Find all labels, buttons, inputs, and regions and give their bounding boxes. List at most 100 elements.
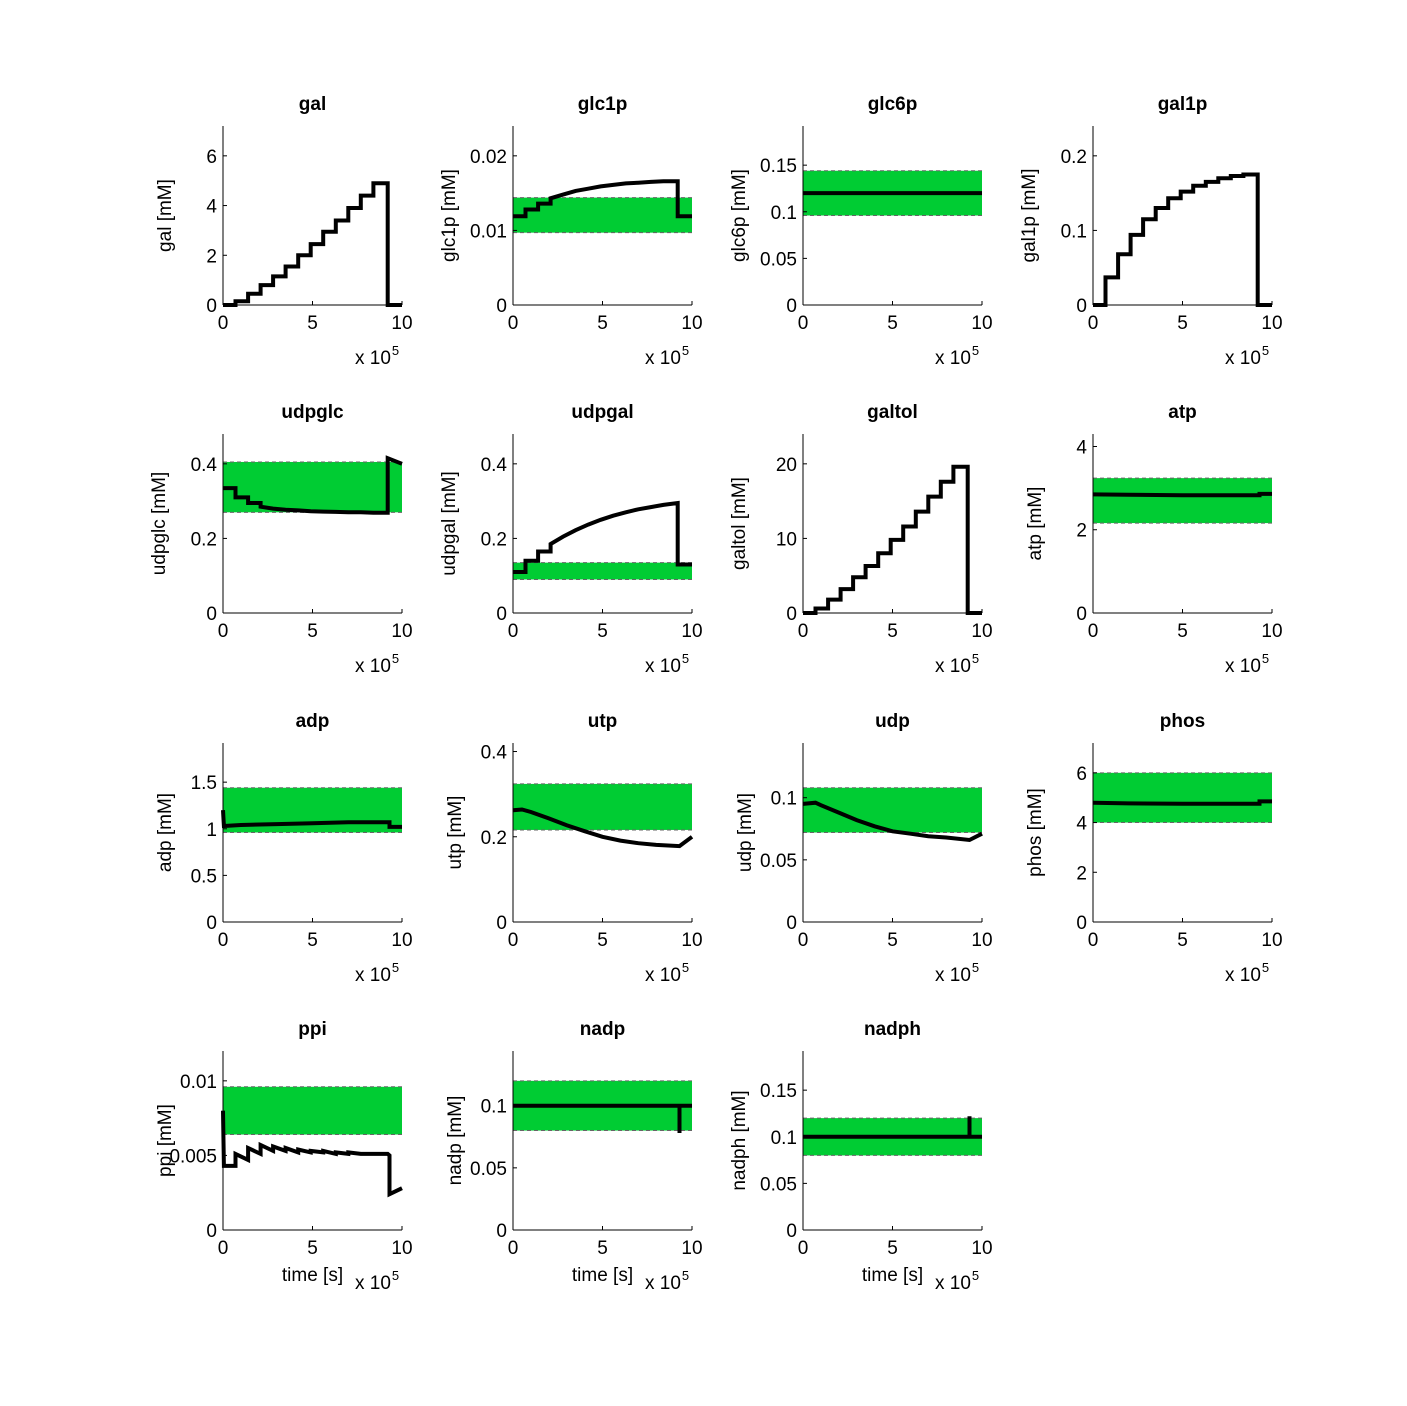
x-tick-label: 10 — [681, 621, 702, 642]
x-tick-label: 0 — [508, 313, 519, 334]
x-tick-label: 5 — [307, 621, 318, 642]
y-tick-label: 0.05 — [760, 249, 797, 270]
subplot-glc1p: 0 5 10 0 0.01 0.02 glc1p glc1p [mM] x 105 — [439, 94, 703, 369]
subplot-adp: 0 5 10 0 0.5 1 1.5 adp adp [mM] x 105 — [155, 711, 413, 986]
y-tick-label: 0.15 — [760, 1081, 797, 1102]
x-tick-label: 10 — [971, 930, 992, 951]
subplot-phos: 0 5 10 0 2 4 6 phos phos [mM] x 105 — [1025, 711, 1283, 986]
y-tick-label: 6 — [1076, 764, 1087, 785]
y-tick-label: 0.1 — [771, 203, 797, 224]
y-tick-label: 0.1 — [481, 1097, 507, 1118]
x-tick-label: 5 — [887, 1238, 898, 1259]
y-tick-label: 0 — [1076, 604, 1087, 625]
y-tick-label: 4 — [1076, 814, 1087, 835]
y-tick-label: 0.05 — [760, 851, 797, 872]
y-tick-label: 0.005 — [169, 1146, 217, 1167]
y-tick-label: 0 — [206, 296, 217, 317]
x-tick-label: 10 — [681, 1238, 702, 1259]
x-axis-multiplier: x 105 — [935, 343, 979, 369]
x-tick-label: 10 — [1261, 621, 1282, 642]
x-tick-label: 5 — [597, 621, 608, 642]
subplot-udpglc: 0 5 10 0 0.2 0.4 udpglc udpglc [mM] x 105 — [149, 402, 413, 677]
subplot-ppi: 0 5 10 0 0.005 0.01 ppi ppi [mM] time [s] x 105 — [155, 1019, 413, 1294]
x-tick-label: 0 — [798, 621, 809, 642]
subplot-title: galtol — [867, 402, 918, 423]
x-tick-label: 10 — [971, 313, 992, 334]
range-band — [1093, 772, 1272, 823]
y-tick-label: 2 — [1076, 521, 1087, 542]
subplot-udpgal: 0 5 10 0 0.2 0.4 udpgal udpgal [mM] x 105 — [439, 402, 703, 677]
y-tick-label: 0.05 — [760, 1174, 797, 1195]
x-axis-label: time [s] — [572, 1265, 633, 1286]
y-tick-label: 0.01 — [470, 221, 507, 242]
subplot-title: glc6p — [868, 94, 918, 115]
x-axis-multiplier: x 105 — [935, 1268, 979, 1294]
series-line — [802, 800, 983, 843]
y-tick-label: 0.1 — [1061, 221, 1087, 242]
x-tick-label: 0 — [218, 930, 229, 951]
y-axis-label: ppi [mM] — [155, 1104, 176, 1177]
series-line — [1092, 799, 1272, 806]
y-tick-label: 0 — [496, 913, 507, 934]
x-tick-label: 10 — [391, 313, 412, 334]
y-axis-label: nadp [mM] — [445, 1096, 466, 1186]
y-tick-label: 0.02 — [470, 147, 507, 168]
x-tick-label: 0 — [508, 621, 519, 642]
range-band — [513, 783, 692, 830]
series-line — [1093, 172, 1272, 307]
subplot-udp: 0 5 10 0 0.05 0.1 udp udp [mM] x 105 — [735, 711, 993, 986]
y-tick-label: 1 — [206, 820, 217, 841]
subplot-title: glc1p — [578, 94, 628, 115]
x-tick-label: 0 — [798, 930, 809, 951]
y-tick-label: 0 — [496, 604, 507, 625]
x-tick-label: 10 — [391, 930, 412, 951]
series-line — [512, 807, 694, 849]
y-tick-label: 0.5 — [191, 866, 217, 887]
x-axis-multiplier: x 105 — [355, 343, 399, 369]
x-axis-label: time [s] — [862, 1265, 923, 1286]
y-axis-label: glc6p [mM] — [729, 169, 750, 262]
x-tick-label: 10 — [391, 621, 412, 642]
subplot-glc6p: 0 5 10 0 0.05 0.1 0.15 glc6p glc6p [mM] x 105 — [729, 94, 993, 369]
x-axis-multiplier: x 105 — [645, 651, 689, 677]
subplot-title: nadph — [864, 1019, 921, 1040]
y-tick-label: 20 — [776, 455, 797, 476]
y-axis-label: udpglc [mM] — [149, 472, 170, 575]
y-tick-label: 0 — [786, 913, 797, 934]
y-axis-label: galtol [mM] — [729, 477, 750, 570]
y-tick-label: 0.1 — [771, 1128, 797, 1149]
y-axis-label: gal [mM] — [155, 179, 176, 252]
x-axis-multiplier: x 105 — [1225, 960, 1269, 986]
subplot-title: gal — [299, 94, 326, 115]
x-axis-multiplier: x 105 — [1225, 651, 1269, 677]
x-axis-multiplier: x 105 — [355, 1268, 399, 1294]
x-tick-label: 5 — [1177, 930, 1188, 951]
series-line — [513, 179, 692, 219]
series-line — [513, 500, 692, 574]
y-axis-label: udp [mM] — [735, 793, 756, 872]
range-band — [513, 562, 692, 580]
y-tick-label: 0 — [206, 913, 217, 934]
y-tick-label: 6 — [206, 147, 217, 168]
x-tick-label: 10 — [681, 930, 702, 951]
series-line — [513, 1103, 692, 1133]
subplot-nadp: 0 5 10 0 0.05 0.1 nadp nadp [mM] time [s] x 105 — [445, 1019, 703, 1294]
y-tick-label: 0 — [496, 1221, 507, 1242]
series-line — [223, 181, 402, 307]
y-tick-label: 0.4 — [191, 455, 218, 476]
y-tick-label: 0 — [786, 604, 797, 625]
x-tick-label: 5 — [887, 621, 898, 642]
y-tick-label: 0 — [1076, 296, 1087, 317]
y-tick-label: 0 — [206, 1221, 217, 1242]
subplot-title: udp — [875, 711, 910, 732]
y-tick-label: 4 — [206, 197, 217, 218]
y-tick-label: 0.2 — [481, 529, 507, 550]
x-axis-multiplier: x 105 — [355, 651, 399, 677]
x-tick-label: 5 — [307, 1238, 318, 1259]
y-axis-label: gal1p [mM] — [1019, 169, 1040, 263]
x-tick-label: 0 — [508, 930, 519, 951]
y-axis-label: glc1p [mM] — [439, 169, 460, 262]
x-tick-label: 10 — [1261, 930, 1282, 951]
subplot-utp: 0 5 10 0 0.2 0.4 utp utp [mM] x 105 — [445, 711, 703, 986]
